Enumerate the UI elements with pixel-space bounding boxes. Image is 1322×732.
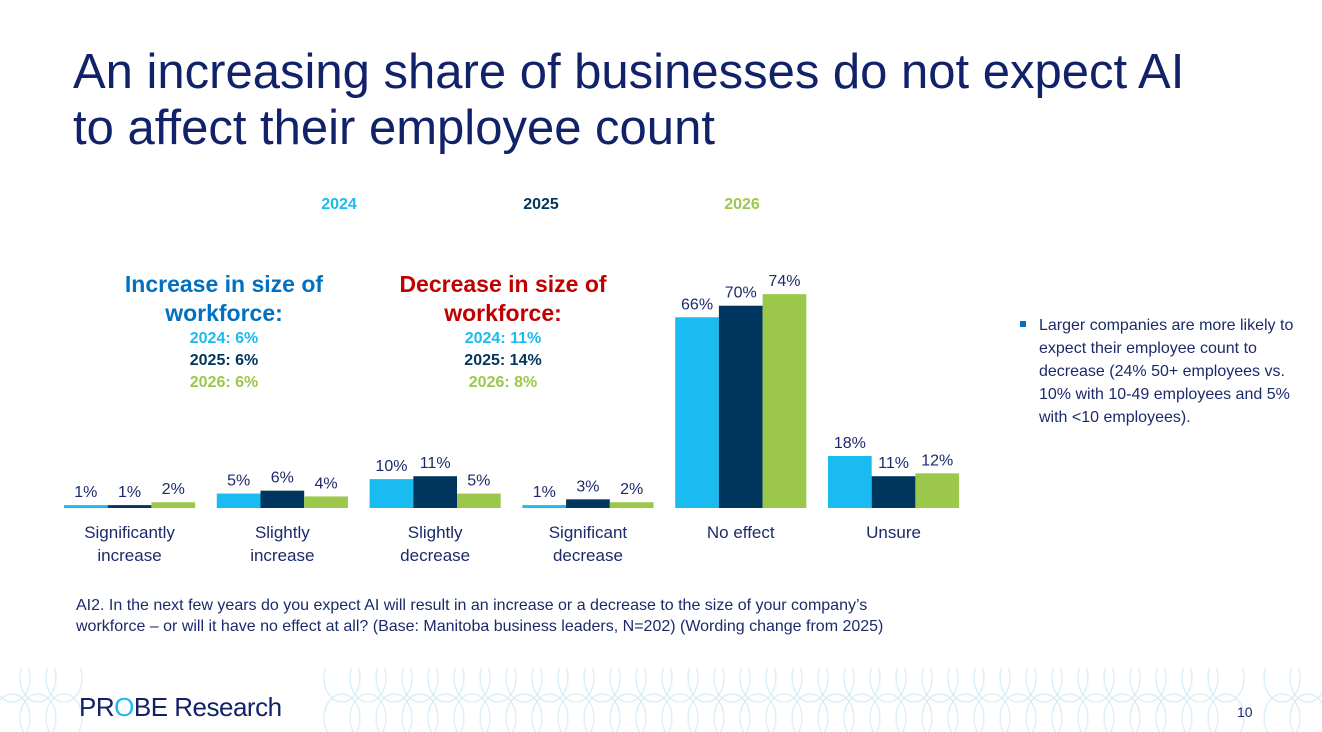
bar-2026-4: [762, 294, 807, 508]
bar-2025-0: [107, 505, 152, 508]
category-label: Significant decrease: [549, 523, 628, 565]
increase-2026: 2026: 6%: [189, 374, 259, 391]
bar-2025-4: [718, 305, 763, 508]
category-label: Significantly increase: [84, 523, 175, 565]
bar-2026-1: [304, 496, 348, 508]
data-label: 66%: [681, 296, 713, 313]
bar-2025-5: [871, 476, 916, 508]
data-label: 11%: [878, 455, 909, 472]
bar-2026-2: [457, 493, 501, 508]
category-label: Slightly increase: [250, 523, 314, 565]
bar-2025-1: [260, 490, 305, 508]
data-label: 12%: [921, 452, 953, 469]
bar-2025-3: [566, 499, 610, 508]
page-number: 10: [1237, 704, 1253, 720]
bullet-icon: [1020, 321, 1026, 327]
bar-2024-0: [64, 505, 108, 508]
data-label: 6%: [271, 470, 294, 487]
data-label: 10%: [375, 458, 407, 475]
legend-2024: 2024: [321, 196, 357, 213]
data-label: 2%: [162, 481, 185, 498]
increase-heading: Increase in size of workforce:: [124, 271, 324, 326]
increase-callout: Increase in size of workforce: 2024: 6% …: [104, 270, 344, 394]
note-text: Larger companies are more likely to expe…: [1039, 317, 1294, 426]
legend-2025: 2025: [523, 196, 559, 213]
decorative-circle-pattern: [0, 668, 1322, 732]
data-label: 11%: [420, 455, 451, 472]
decrease-2026: 2026: 8%: [468, 374, 538, 391]
bar-2024-2: [369, 479, 414, 508]
decrease-2025: 2025: 14%: [464, 352, 542, 369]
category-label: Unsure: [866, 523, 921, 542]
data-label: 2%: [620, 481, 643, 498]
bar-2025-2: [413, 476, 457, 508]
bar-2026-0: [151, 502, 196, 508]
data-label: 70%: [725, 285, 757, 302]
data-label: 1%: [74, 484, 97, 501]
category-label: Slightly decrease: [400, 523, 470, 565]
data-label: 1%: [533, 484, 556, 501]
bar-2024-3: [522, 505, 567, 508]
bar-2024-1: [216, 493, 261, 508]
data-label: 18%: [834, 435, 866, 452]
legend-2026: 2026: [724, 196, 760, 213]
decrease-callout: Decrease in size of workforce: 2024: 11%…: [398, 270, 608, 394]
data-label: 5%: [227, 473, 250, 490]
bar-2026-5: [915, 473, 960, 508]
bar-2024-4: [675, 317, 719, 508]
increase-2025: 2025: 6%: [189, 352, 259, 369]
data-label: 1%: [118, 484, 141, 501]
decrease-2024: 2024: 11%: [464, 330, 542, 347]
data-label: 74%: [768, 273, 800, 290]
bar-chart: 1% 1% 2% Significantly increase 5% 6% 4% Slightl…: [64, 273, 960, 565]
note-bullet: Larger companies are more likely to expe…: [1020, 314, 1310, 429]
question-footnote: AI2. In the next few years do you expect…: [76, 597, 884, 635]
data-label: 5%: [467, 473, 490, 490]
probe-research-logo: PROBE Research: [79, 692, 282, 722]
category-label: No effect: [707, 523, 775, 542]
data-label: 3%: [576, 478, 599, 495]
slide-title: An increasing share of businesses do not…: [73, 45, 1185, 155]
bar-2024-5: [828, 455, 872, 508]
increase-2024: 2024: 6%: [189, 330, 259, 347]
decrease-heading: Decrease in size of workforce:: [399, 271, 607, 326]
data-label: 4%: [314, 475, 337, 492]
bar-2026-3: [609, 502, 654, 508]
